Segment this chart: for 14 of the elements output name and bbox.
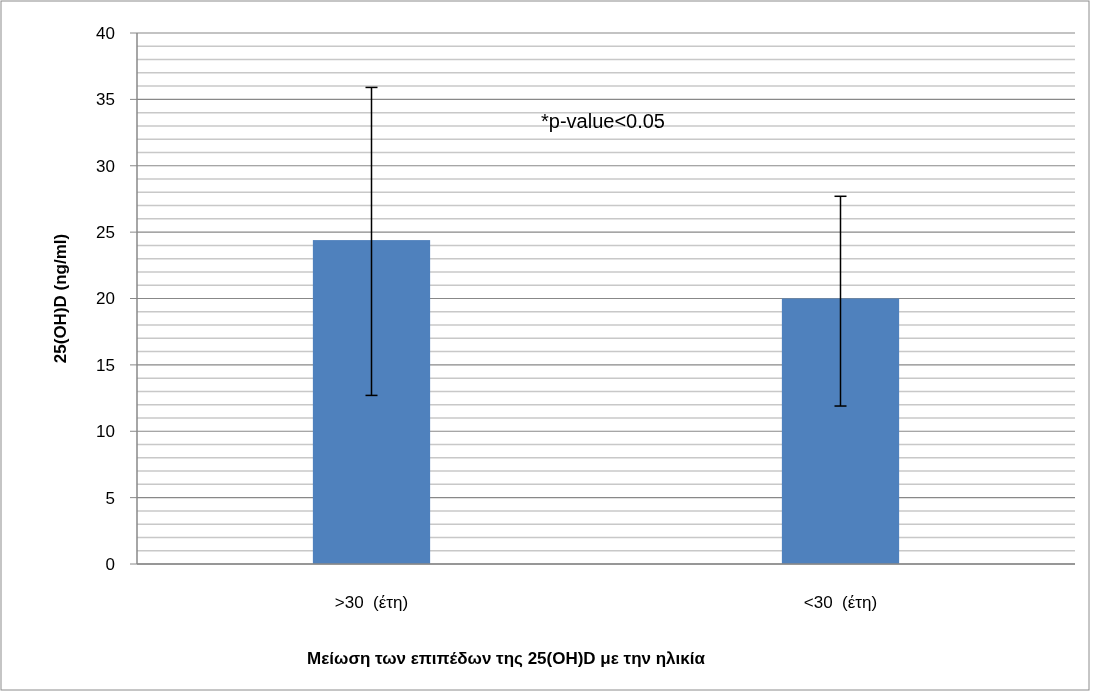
x-tick-label: <30 (έτη): [803, 593, 878, 612]
y-axis-title: 25(OH)D (ng/ml): [51, 233, 70, 364]
y-tick-label: 10: [96, 422, 115, 442]
y-tick-label: 15: [96, 355, 115, 375]
x-axis-title: Μείωση των επιπέδων της 25(OH)D με την ηλικία: [307, 649, 706, 668]
y-tick-label: 25: [96, 223, 115, 243]
y-tick-label: 20: [96, 289, 115, 309]
x-tick-label: >30 (έτη): [334, 593, 409, 612]
y-tick-label: 5: [105, 488, 115, 508]
y-tick-label: 40: [96, 23, 115, 43]
y-tick-label: 35: [96, 90, 115, 110]
y-tick-label: 0: [105, 554, 115, 574]
annotation: *p-value<0.05: [541, 110, 665, 132]
y-tick-label: 30: [96, 156, 115, 176]
